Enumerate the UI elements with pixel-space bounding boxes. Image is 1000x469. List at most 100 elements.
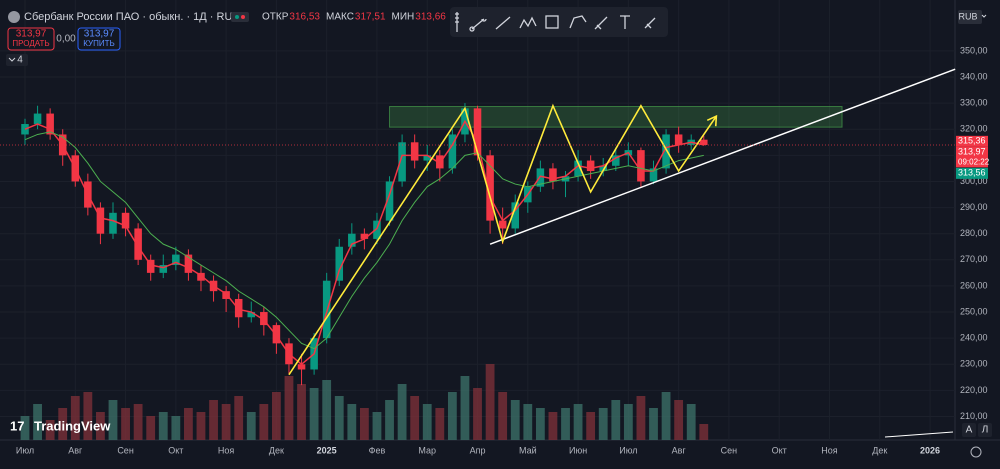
candle-body (612, 155, 620, 166)
tool-trendline[interactable] (469, 18, 487, 32)
y-tick-label: 330,00 (960, 97, 988, 107)
x-tick-label: Июн (569, 445, 587, 455)
currency-button[interactable] (958, 10, 982, 24)
candle-body (297, 364, 306, 370)
price-tag-label: 313,56 (958, 168, 986, 178)
x-tick-label: Авг (68, 445, 83, 455)
volume-bar (397, 384, 407, 440)
zigzag-line (288, 103, 718, 376)
volume-bar (359, 408, 369, 440)
volume-bar (196, 412, 206, 440)
candle-body (134, 228, 142, 260)
volume-bar (636, 396, 646, 440)
volume-bar (309, 388, 319, 440)
volume-bar (699, 424, 709, 440)
volume-bar (422, 404, 432, 440)
volume-bar (586, 412, 596, 440)
spread: 0,00 (56, 34, 76, 45)
candle-body (486, 155, 494, 221)
x-tick-label: Авг (672, 445, 687, 455)
candle-body (586, 160, 595, 172)
y-tick-label: 290,00 (960, 202, 988, 212)
volume-bar (246, 412, 256, 440)
toolbar-bg (450, 7, 668, 37)
volume-bar (133, 404, 143, 440)
status-dot (235, 15, 239, 19)
volume-bar (447, 392, 457, 440)
volume-bar (121, 408, 130, 440)
candle-body (46, 113, 54, 135)
x-tick-label: Дек (872, 445, 887, 455)
candle-body (385, 181, 394, 221)
ohlc-label: МИН (392, 12, 415, 23)
volume-bar (661, 392, 671, 440)
volume-bar (297, 384, 306, 440)
tool-ruler[interactable] (644, 17, 656, 29)
status-dot (241, 15, 245, 19)
moving-average (24, 131, 704, 350)
tool-ray[interactable] (495, 16, 511, 30)
volume-bar (649, 408, 658, 440)
sell-button[interactable] (7, 27, 55, 51)
candle-body (272, 325, 281, 344)
buy-button[interactable] (77, 27, 121, 51)
candle-body (448, 134, 457, 169)
volume-bar (322, 380, 332, 440)
log-scale-button[interactable] (978, 423, 992, 437)
volume-bar (70, 396, 80, 440)
zone (389, 106, 843, 128)
volume-bar (96, 412, 105, 440)
candle-body (184, 254, 193, 273)
candle-body (159, 265, 168, 273)
volume-bar (234, 396, 244, 440)
candle-body (662, 134, 670, 169)
candle-body (473, 108, 482, 156)
y-tick-label: 280,00 (960, 228, 988, 238)
toolbar-handle[interactable] (455, 12, 459, 32)
volume-bar (108, 400, 118, 440)
y-tick-label: 270,00 (960, 254, 988, 264)
candle-body (599, 165, 607, 172)
logo-text: TradingView (34, 418, 111, 433)
settings-button[interactable] (970, 446, 982, 458)
volume-bar (485, 364, 495, 440)
offscreen-drawing (884, 431, 954, 438)
volume-bar (146, 416, 156, 440)
x-tick-label: Окт (168, 445, 183, 455)
ohlc-value: 317,51 (355, 12, 386, 23)
x-tick-label: Сен (721, 445, 738, 455)
y-tick-label: 260,00 (960, 280, 988, 290)
auto-scale-button[interactable] (962, 423, 976, 437)
buy-price: 313,97 (84, 29, 115, 40)
x-tick-label: Ноя (218, 445, 235, 455)
tool-brush[interactable] (594, 16, 608, 30)
volume-bar (686, 404, 696, 440)
volume-bar (45, 420, 55, 440)
candle-body (674, 134, 683, 145)
symbol-title: Сбербанк России ПАО · обыкн. · 1Д · RUS (24, 11, 240, 23)
candle-body (398, 142, 406, 182)
candle-body (234, 298, 243, 318)
buy-label: КУПИТЬ (83, 39, 114, 48)
candle-body (373, 220, 381, 239)
logo-mark: 17 (10, 418, 24, 433)
tool-pattern[interactable] (519, 16, 537, 29)
tool-text[interactable] (620, 15, 630, 29)
tool-rectangle[interactable] (545, 15, 559, 29)
price-tag (956, 167, 988, 179)
ohlc-label: ОТКР (262, 12, 289, 23)
button-label: A (966, 425, 973, 436)
volume-bar (221, 404, 231, 440)
candle-body (574, 160, 582, 177)
candle-body (146, 259, 155, 273)
x-tick-label: Июл (619, 445, 637, 455)
volume-bar (209, 400, 218, 440)
indicators-count: 4 (17, 55, 23, 66)
indicators-toggle[interactable] (6, 54, 28, 66)
volume-bar (272, 392, 281, 440)
volume-bar (58, 408, 68, 440)
candle-body (649, 168, 658, 182)
tool-path[interactable] (569, 15, 587, 29)
